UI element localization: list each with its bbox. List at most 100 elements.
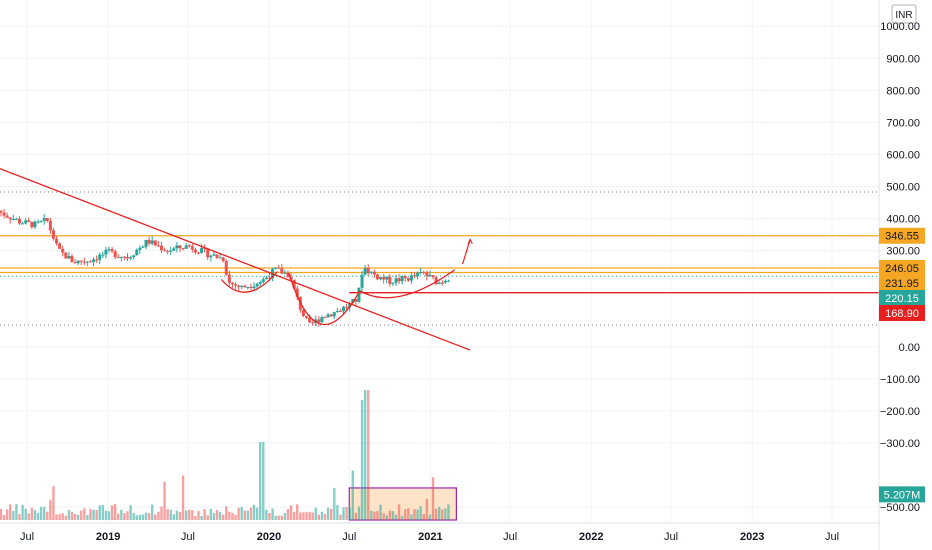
volume-bar bbox=[314, 507, 317, 520]
y-tick-label: 300.00 bbox=[886, 246, 920, 258]
currency-badge[interactable] bbox=[891, 4, 917, 24]
volume-bar bbox=[376, 511, 379, 520]
y-tick-label: −300.00 bbox=[880, 438, 920, 450]
candle-body bbox=[243, 285, 247, 288]
volume-bar bbox=[24, 508, 27, 520]
candle-body bbox=[14, 218, 18, 220]
volume-bar bbox=[388, 510, 392, 520]
volume-bar bbox=[80, 510, 83, 520]
volume-bar bbox=[52, 486, 55, 520]
candle-body bbox=[138, 247, 142, 250]
candle-body bbox=[357, 287, 361, 302]
candle-body bbox=[332, 312, 336, 317]
candle-body bbox=[406, 278, 410, 281]
volume-bar bbox=[336, 505, 339, 520]
candle-body bbox=[230, 282, 234, 285]
x-tick-label: 2020 bbox=[257, 531, 281, 543]
volume-bar bbox=[154, 514, 157, 520]
volume-bar bbox=[175, 510, 179, 520]
volume-bar bbox=[225, 506, 228, 520]
candle-body bbox=[212, 254, 216, 256]
candle-body bbox=[221, 257, 225, 262]
price-badge bbox=[879, 289, 925, 306]
candle-body bbox=[434, 277, 438, 284]
candle-body bbox=[181, 248, 185, 250]
volume-bar bbox=[425, 498, 429, 520]
y-tick-label: 400.00 bbox=[886, 214, 920, 226]
candle-body bbox=[184, 245, 188, 249]
candle-body bbox=[159, 245, 163, 251]
x-tick-label: Jul bbox=[503, 531, 517, 543]
candle-body bbox=[308, 317, 312, 323]
candle-body bbox=[126, 257, 130, 259]
y-tick-label: 600.00 bbox=[886, 149, 920, 161]
currency-label: INR bbox=[895, 10, 912, 21]
volume-bar bbox=[422, 513, 425, 520]
candle-body bbox=[30, 221, 34, 228]
candle-body bbox=[431, 275, 435, 278]
candle-body bbox=[295, 288, 299, 298]
volume-bar bbox=[246, 510, 250, 520]
volume-bar bbox=[348, 507, 351, 520]
y-tick-label: 500.00 bbox=[886, 182, 920, 194]
candle-body bbox=[382, 277, 386, 280]
volume-bar bbox=[49, 499, 52, 520]
volume-bar bbox=[277, 515, 280, 520]
volume-bar bbox=[46, 511, 49, 520]
candle-body bbox=[224, 261, 228, 275]
volume-bar bbox=[209, 508, 213, 520]
volume-bar bbox=[184, 510, 188, 520]
y-tick-label: 700.00 bbox=[886, 117, 920, 129]
candle-body bbox=[88, 261, 92, 263]
price-badge-label: 246.05 bbox=[885, 263, 919, 275]
volume-bar bbox=[255, 507, 259, 520]
chart-grid bbox=[0, 0, 879, 523]
candle-body bbox=[360, 274, 364, 288]
volume-bar bbox=[289, 505, 293, 520]
candle-body bbox=[178, 245, 182, 249]
volume-bar bbox=[360, 400, 364, 520]
volume-bar bbox=[345, 506, 348, 520]
volume-bar bbox=[64, 515, 67, 520]
volume-bar bbox=[262, 442, 265, 520]
volume-bar bbox=[333, 487, 336, 520]
candle-body bbox=[342, 306, 346, 312]
candle-body bbox=[416, 272, 420, 277]
volume-bar bbox=[147, 513, 151, 520]
candle-body bbox=[363, 268, 367, 275]
candle-body bbox=[391, 282, 395, 284]
candle-body bbox=[163, 250, 167, 252]
volume-bar bbox=[138, 514, 142, 520]
candle-body bbox=[76, 260, 80, 264]
candle-body bbox=[122, 256, 126, 258]
volume-bar bbox=[70, 511, 74, 520]
volume-bar bbox=[197, 510, 200, 520]
candle-body bbox=[190, 246, 194, 250]
volume-bar bbox=[151, 504, 154, 520]
candle-body bbox=[200, 248, 204, 253]
candle-body bbox=[326, 314, 330, 318]
candle-body bbox=[388, 276, 392, 284]
candle-body bbox=[104, 249, 108, 255]
y-tick-label: 800.00 bbox=[886, 85, 920, 97]
volume-bar bbox=[444, 508, 447, 520]
right-shoulder-curve bbox=[359, 269, 455, 299]
volume-bar bbox=[36, 512, 40, 520]
candle-body bbox=[82, 261, 86, 263]
candle-body bbox=[150, 240, 154, 244]
volume-bar bbox=[61, 513, 64, 520]
volume-bar bbox=[169, 509, 172, 520]
candle-body bbox=[264, 277, 268, 280]
candle-body bbox=[144, 240, 148, 247]
volume-bar bbox=[280, 515, 284, 520]
candle-body bbox=[261, 279, 265, 283]
volume-bar bbox=[101, 505, 105, 520]
candle-body bbox=[267, 277, 271, 279]
volume-bar bbox=[311, 512, 314, 520]
candle-body bbox=[116, 257, 120, 259]
candle-body bbox=[196, 252, 200, 254]
candle-body bbox=[175, 245, 179, 249]
candle-body bbox=[329, 314, 333, 317]
candle-body bbox=[187, 245, 191, 247]
